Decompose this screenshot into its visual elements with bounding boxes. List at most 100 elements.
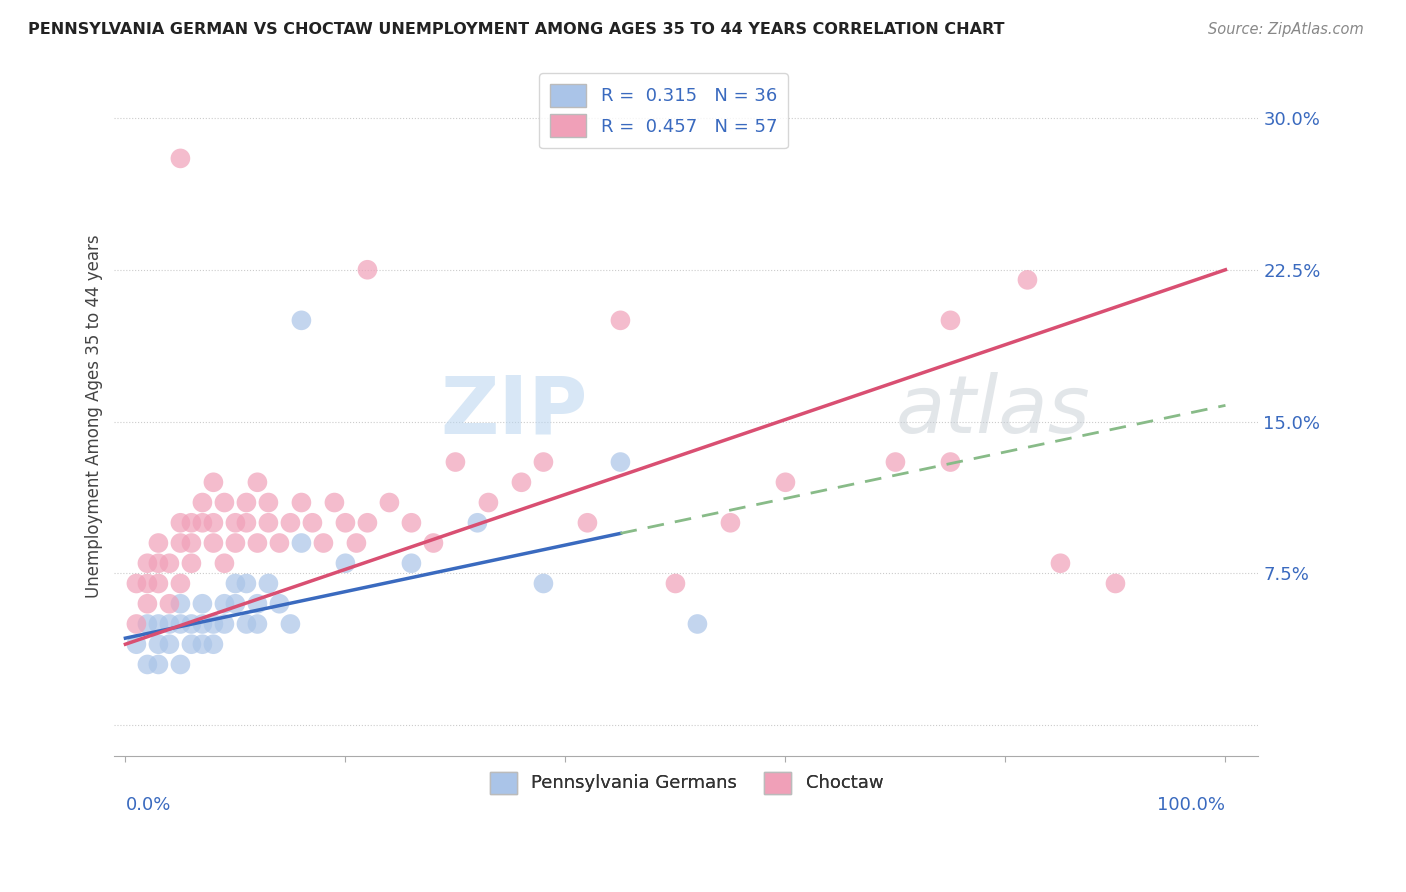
Point: [136, 657, 159, 672]
Point: [148, 556, 170, 570]
Point: [290, 536, 312, 550]
Point: [290, 313, 312, 327]
Point: [1104, 576, 1126, 591]
Point: [157, 597, 180, 611]
Point: [609, 455, 631, 469]
Point: [335, 516, 357, 530]
Point: [136, 576, 159, 591]
Point: [939, 455, 962, 469]
Point: [125, 576, 148, 591]
Point: [169, 617, 191, 632]
Point: [169, 597, 191, 611]
Y-axis label: Unemployment Among Ages 35 to 44 years: Unemployment Among Ages 35 to 44 years: [86, 235, 103, 599]
Point: [533, 455, 555, 469]
Point: [224, 597, 246, 611]
Point: [148, 576, 170, 591]
Point: [169, 516, 191, 530]
Point: [157, 617, 180, 632]
Point: [148, 657, 170, 672]
Point: [125, 637, 148, 651]
Point: [180, 536, 202, 550]
Point: [686, 617, 709, 632]
Point: [214, 597, 236, 611]
Point: [148, 637, 170, 651]
Legend: Pennsylvania Germans, Choctaw: Pennsylvania Germans, Choctaw: [482, 764, 890, 801]
Point: [246, 536, 269, 550]
Point: [169, 657, 191, 672]
Point: [224, 576, 246, 591]
Point: [191, 637, 214, 651]
Point: [312, 536, 335, 550]
Point: [356, 262, 378, 277]
Point: [609, 313, 631, 327]
Point: [444, 455, 467, 469]
Point: [157, 637, 180, 651]
Point: [180, 556, 202, 570]
Point: [224, 536, 246, 550]
Point: [136, 556, 159, 570]
Point: [191, 597, 214, 611]
Point: [720, 516, 742, 530]
Text: 100.0%: 100.0%: [1157, 796, 1226, 814]
Point: [157, 556, 180, 570]
Point: [533, 576, 555, 591]
Point: [576, 516, 599, 530]
Point: [191, 617, 214, 632]
Point: [510, 475, 533, 490]
Point: [301, 516, 323, 530]
Point: [235, 617, 257, 632]
Point: [202, 637, 225, 651]
Point: [775, 475, 797, 490]
Point: [246, 597, 269, 611]
Point: [148, 617, 170, 632]
Point: [280, 617, 302, 632]
Point: [169, 152, 191, 166]
Point: [148, 536, 170, 550]
Point: [477, 495, 499, 509]
Point: [401, 556, 423, 570]
Point: [191, 495, 214, 509]
Point: [401, 516, 423, 530]
Point: [202, 536, 225, 550]
Point: [125, 617, 148, 632]
Point: [214, 495, 236, 509]
Point: [214, 617, 236, 632]
Text: 0.0%: 0.0%: [125, 796, 170, 814]
Point: [136, 617, 159, 632]
Point: [939, 313, 962, 327]
Point: [269, 536, 291, 550]
Point: [235, 516, 257, 530]
Text: atlas: atlas: [896, 373, 1090, 450]
Point: [290, 495, 312, 509]
Point: [169, 576, 191, 591]
Point: [202, 516, 225, 530]
Point: [214, 556, 236, 570]
Point: [136, 597, 159, 611]
Point: [257, 516, 280, 530]
Point: [1017, 273, 1039, 287]
Text: ZIP: ZIP: [440, 373, 588, 450]
Point: [422, 536, 444, 550]
Point: [884, 455, 907, 469]
Point: [180, 637, 202, 651]
Point: [235, 576, 257, 591]
Point: [280, 516, 302, 530]
Point: [257, 495, 280, 509]
Point: [180, 617, 202, 632]
Point: [269, 597, 291, 611]
Point: [191, 516, 214, 530]
Point: [180, 516, 202, 530]
Point: [335, 556, 357, 570]
Text: Source: ZipAtlas.com: Source: ZipAtlas.com: [1208, 22, 1364, 37]
Point: [224, 516, 246, 530]
Point: [323, 495, 346, 509]
Point: [346, 536, 368, 550]
Point: [235, 495, 257, 509]
Point: [1049, 556, 1071, 570]
Point: [202, 617, 225, 632]
Point: [202, 475, 225, 490]
Point: [257, 576, 280, 591]
Point: [169, 536, 191, 550]
Point: [356, 516, 378, 530]
Text: PENNSYLVANIA GERMAN VS CHOCTAW UNEMPLOYMENT AMONG AGES 35 TO 44 YEARS CORRELATIO: PENNSYLVANIA GERMAN VS CHOCTAW UNEMPLOYM…: [28, 22, 1005, 37]
